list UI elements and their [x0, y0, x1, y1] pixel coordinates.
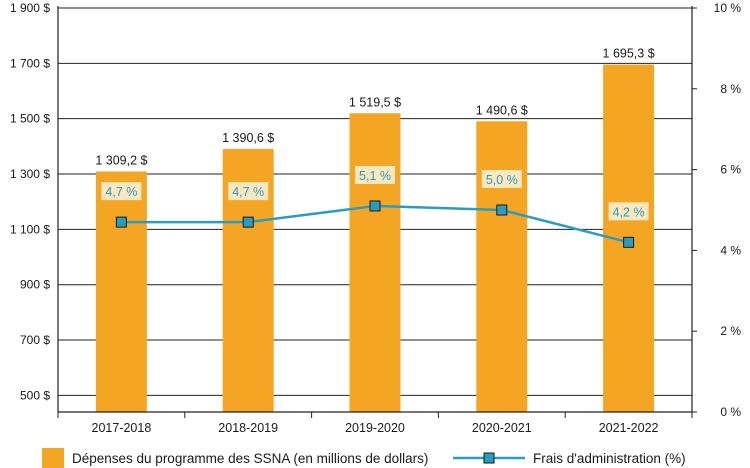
- y-left-tick-label: 1 100 $: [10, 222, 50, 236]
- x-tick-label: 2017-2018: [92, 421, 152, 435]
- bar-value-label: 1 695,3 $: [603, 47, 655, 61]
- tick-labels: 500 $ 700 $ 900 $ 1 100 $ 1 300 $ 1 500 $ 1 70…: [10, 1, 741, 435]
- line-label-box: [355, 165, 395, 184]
- y-right-tick-label: 0 %: [720, 405, 741, 419]
- y-right-tick-label: 6 %: [720, 163, 741, 177]
- x-tick-label: 2019-2020: [345, 421, 405, 435]
- legend: Dépenses du programme des SSNA (en milli…: [42, 448, 686, 468]
- line-label-box: [481, 170, 522, 188]
- legend-line-marker: [483, 452, 495, 464]
- y-left-tick-label: 700 $: [20, 333, 50, 347]
- line-marker: [115, 216, 127, 228]
- x-tick-label: 2020-2021: [472, 421, 532, 435]
- line-marker: [242, 216, 254, 228]
- bar-value-labels: 1 309,2 $ 1 390,6 $ 1 519,5 $ 1 490,6 $ 1 69…: [95, 47, 654, 168]
- bar-series: [95, 64, 655, 413]
- y-right-tick-label: 10 %: [714, 1, 742, 15]
- bar: [476, 121, 528, 413]
- line-value-label: 4,7 %: [105, 185, 137, 199]
- bar: [95, 171, 147, 412]
- y-right-tick-label: 8 %: [720, 82, 741, 96]
- line-value-label: 5,0 %: [486, 173, 518, 187]
- line-value-label: 4,7 %: [232, 185, 264, 199]
- x-tick-label: 2021-2022: [599, 421, 659, 435]
- line-label-box: [101, 182, 142, 201]
- bar-value-label: 1 390,6 $: [222, 131, 274, 145]
- line-value-label: 5,1 %: [359, 169, 391, 183]
- y-left-tick-label: 900 $: [20, 278, 50, 292]
- line-value-label: 4,2 %: [613, 205, 645, 219]
- line-label-box: [228, 182, 269, 201]
- line-marker: [369, 200, 381, 212]
- y-left-tick-label: 1 500 $: [10, 112, 50, 126]
- legend-bar-swatch: [42, 448, 64, 468]
- y-right-tick-label: 2 %: [720, 324, 741, 338]
- y-right-tick-label: 4 %: [720, 243, 741, 257]
- y-left-tick-label: 1 300 $: [10, 167, 50, 181]
- line-marker: [496, 204, 508, 216]
- line-marker: [623, 236, 635, 248]
- legend-line-label: Frais d'administration (%): [533, 451, 686, 466]
- legend-bar-label: Dépenses du programme des SSNA (en milli…: [72, 451, 428, 466]
- y-left-tick-label: 1 900 $: [10, 1, 50, 15]
- line-series: 4,7 % 4,7 % 5,1 % 5,0 % 4,2 %: [101, 165, 649, 248]
- bar-value-label: 1 519,5 $: [349, 95, 401, 109]
- y-left-tick-label: 500 $: [20, 388, 50, 402]
- line-label-box: [608, 202, 649, 221]
- bar-value-label: 1 490,6 $: [476, 103, 528, 117]
- bar-value-label: 1 309,2 $: [95, 153, 147, 167]
- x-tick-label: 2018-2019: [218, 421, 278, 435]
- bar: [349, 113, 401, 413]
- y-left-tick-label: 1 700 $: [10, 56, 50, 70]
- axes: [57, 6, 697, 418]
